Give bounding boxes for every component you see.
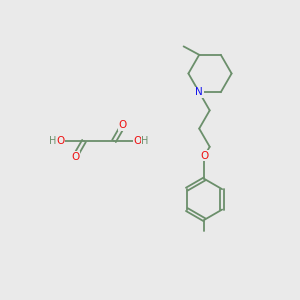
Text: N: N xyxy=(195,87,203,97)
Text: O: O xyxy=(200,151,208,161)
Text: O: O xyxy=(56,136,64,146)
Text: O: O xyxy=(134,136,142,146)
Text: O: O xyxy=(119,120,127,130)
Text: H: H xyxy=(50,136,57,146)
Text: H: H xyxy=(141,136,148,146)
Text: O: O xyxy=(71,152,79,162)
